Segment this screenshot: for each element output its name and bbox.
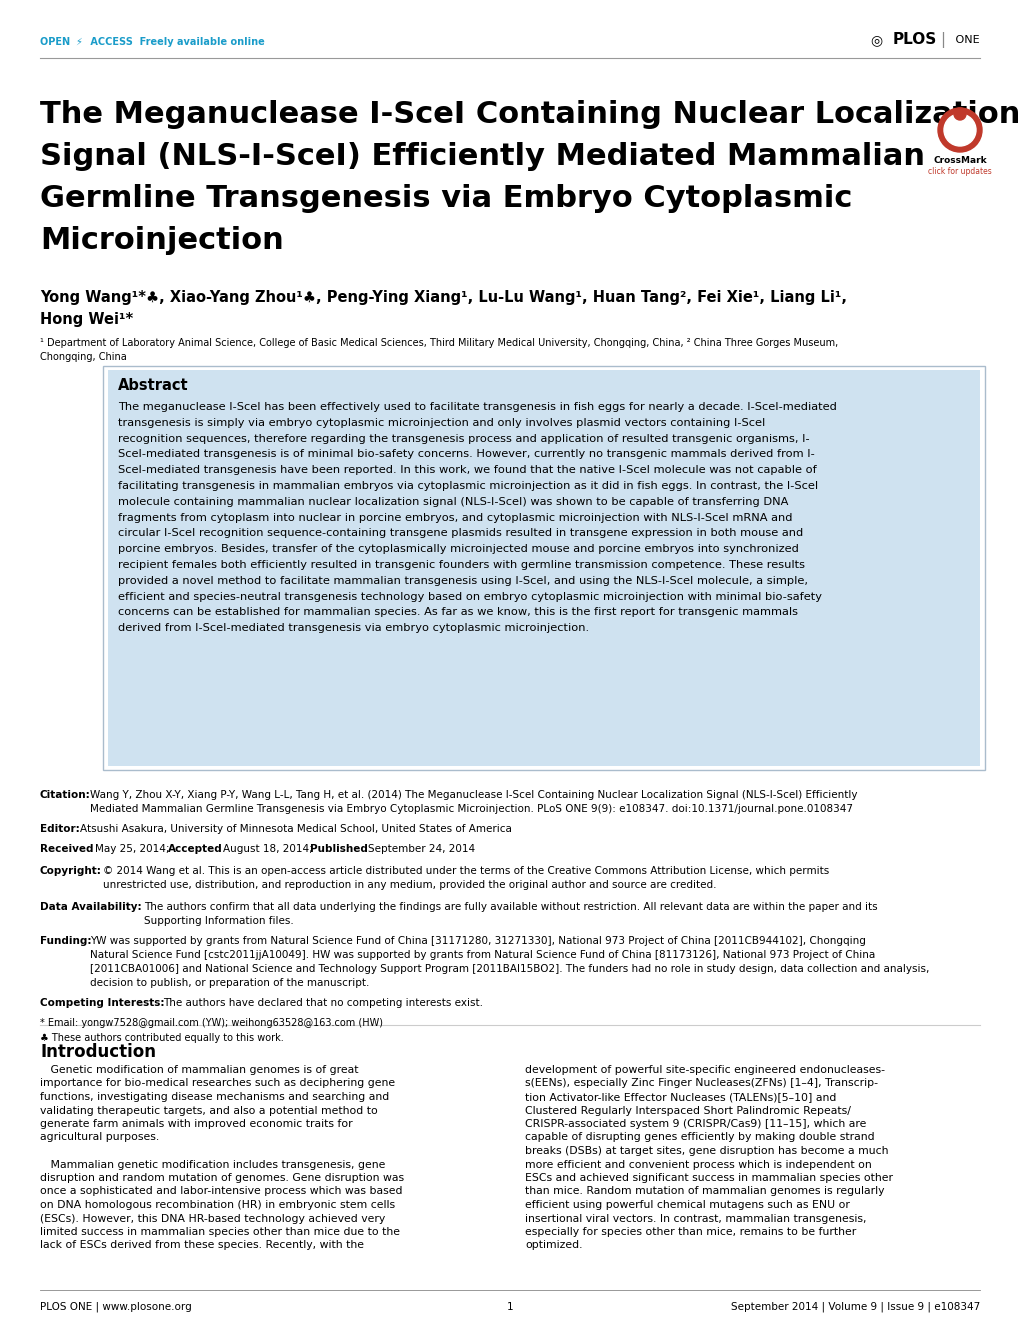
Text: s(EENs), especially Zinc Finger Nucleases(ZFNs) [1–4], Transcrip-: s(EENs), especially Zinc Finger Nuclease…	[525, 1078, 877, 1089]
Text: Citation:: Citation:	[40, 789, 91, 800]
Text: more efficient and convenient process which is independent on: more efficient and convenient process wh…	[525, 1160, 871, 1169]
Text: ONE: ONE	[951, 36, 978, 45]
Text: efficient and species-neutral transgenesis technology based on embryo cytoplasmi: efficient and species-neutral transgenes…	[118, 592, 821, 601]
Text: The meganuclease I-SceI has been effectively used to facilitate transgenesis in : The meganuclease I-SceI has been effecti…	[118, 402, 836, 413]
Text: Abstract: Abstract	[118, 378, 189, 393]
Text: Published: Published	[310, 844, 368, 854]
Text: facilitating transgenesis in mammalian embryos via cytoplasmic microinjection as: facilitating transgenesis in mammalian e…	[118, 481, 817, 492]
Text: Received: Received	[40, 844, 94, 854]
Text: agricultural purposes.: agricultural purposes.	[40, 1132, 159, 1143]
Text: once a sophisticated and labor-intensive process which was based: once a sophisticated and labor-intensive…	[40, 1186, 403, 1197]
Text: transgenesis is simply via embryo cytoplasmic microinjection and only involves p: transgenesis is simply via embryo cytopl…	[118, 418, 764, 428]
Text: Chongqing, China: Chongqing, China	[40, 352, 126, 362]
Text: on DNA homologous recombination (HR) in embryonic stem cells: on DNA homologous recombination (HR) in …	[40, 1199, 394, 1210]
Text: breaks (DSBs) at target sites, gene disruption has become a much: breaks (DSBs) at target sites, gene disr…	[525, 1145, 888, 1156]
Text: Clustered Regularly Interspaced Short Palindromic Repeats/: Clustered Regularly Interspaced Short Pa…	[525, 1106, 850, 1115]
Text: ACCESS  Freely available online: ACCESS Freely available online	[87, 37, 265, 47]
Text: importance for bio-medical researches such as deciphering gene: importance for bio-medical researches su…	[40, 1078, 394, 1089]
Text: CrossMark: CrossMark	[932, 156, 985, 165]
Text: concerns can be established for mammalian species. As far as we know, this is th: concerns can be established for mammalia…	[118, 608, 797, 617]
Text: Microinjection: Microinjection	[40, 225, 283, 254]
Text: Natural Science Fund [cstc2011jjA10049]. HW was supported by grants from Natural: Natural Science Fund [cstc2011jjA10049].…	[90, 950, 874, 960]
Text: Editor:: Editor:	[40, 824, 79, 834]
Bar	[103, 366, 984, 770]
Text: The authors have declared that no competing interests exist.: The authors have declared that no compet…	[163, 998, 483, 1008]
Text: efficient using powerful chemical mutagens such as ENU or: efficient using powerful chemical mutage…	[525, 1199, 849, 1210]
Text: [2011CBA01006] and National Science and Technology Support Program [2011BAI15BO2: [2011CBA01006] and National Science and …	[90, 963, 928, 974]
Text: derived from I-SceI-mediated transgenesis via embryo cytoplasmic microinjection.: derived from I-SceI-mediated transgenesi…	[118, 623, 589, 633]
Text: decision to publish, or preparation of the manuscript.: decision to publish, or preparation of t…	[90, 978, 369, 988]
Circle shape	[943, 113, 975, 146]
Bar	[108, 370, 979, 766]
Text: Data Availability:: Data Availability:	[40, 902, 142, 912]
Text: recognition sequences, therefore regarding the transgenesis process and applicat: recognition sequences, therefore regardi…	[118, 434, 809, 444]
Text: SceI-mediated transgenesis have been reported. In this work, we found that the n: SceI-mediated transgenesis have been rep…	[118, 465, 816, 476]
Text: Competing Interests:: Competing Interests:	[40, 998, 164, 1008]
Text: Genetic modification of mammalian genomes is of great: Genetic modification of mammalian genome…	[40, 1065, 358, 1075]
Text: Introduction: Introduction	[40, 1043, 156, 1061]
Text: Signal (NLS-I-SceI) Efficiently Mediated Mammalian: Signal (NLS-I-SceI) Efficiently Mediated…	[40, 142, 924, 171]
Text: click for updates: click for updates	[927, 167, 990, 177]
Text: Copyright:: Copyright:	[40, 866, 102, 876]
Text: ESCs and achieved significant success in mammalian species other: ESCs and achieved significant success in…	[525, 1173, 892, 1184]
Text: Hong Wei¹*: Hong Wei¹*	[40, 312, 133, 327]
Text: Mammalian genetic modification includes transgenesis, gene: Mammalian genetic modification includes …	[40, 1160, 385, 1169]
Text: PLOS: PLOS	[892, 33, 936, 47]
Text: ♣ These authors contributed equally to this work.: ♣ These authors contributed equally to t…	[40, 1033, 283, 1043]
Text: than mice. Random mutation of mammalian genomes is regularly: than mice. Random mutation of mammalian …	[525, 1186, 883, 1197]
Text: fragments from cytoplasm into nuclear in porcine embryos, and cytoplasmic microi: fragments from cytoplasm into nuclear in…	[118, 513, 792, 523]
Text: unrestricted use, distribution, and reproduction in any medium, provided the ori: unrestricted use, distribution, and repr…	[103, 880, 715, 890]
Text: SceI-mediated transgenesis is of minimal bio-safety concerns. However, currently: SceI-mediated transgenesis is of minimal…	[118, 449, 814, 460]
Text: The authors confirm that all data underlying the findings are fully available wi: The authors confirm that all data underl…	[144, 902, 876, 912]
Text: functions, investigating disease mechanisms and searching and: functions, investigating disease mechani…	[40, 1093, 389, 1102]
Text: ⚡: ⚡	[75, 37, 82, 47]
Text: May 25, 2014;: May 25, 2014;	[95, 844, 172, 854]
Text: * Email: yongw7528@gmail.com (YW); weihong63528@163.com (HW): * Email: yongw7528@gmail.com (YW); weiho…	[40, 1017, 382, 1028]
Text: optimized.: optimized.	[525, 1240, 582, 1251]
Text: generate farm animals with improved economic traits for: generate farm animals with improved econ…	[40, 1119, 353, 1130]
Text: Mediated Mammalian Germline Transgenesis via Embryo Cytoplasmic Microinjection. : Mediated Mammalian Germline Transgenesis…	[90, 804, 852, 815]
Text: limited success in mammalian species other than mice due to the: limited success in mammalian species oth…	[40, 1227, 399, 1238]
Text: circular I-SceI recognition sequence-containing transgene plasmids resulted in t: circular I-SceI recognition sequence-con…	[118, 529, 803, 538]
Text: Germline Transgenesis via Embryo Cytoplasmic: Germline Transgenesis via Embryo Cytopla…	[40, 185, 852, 214]
Text: |: |	[940, 32, 945, 47]
Text: provided a novel method to facilitate mammalian transgenesis using I-SceI, and u: provided a novel method to facilitate ma…	[118, 576, 807, 585]
Text: CRISPR-associated system 9 (CRISPR/Cas9) [11–15], which are: CRISPR-associated system 9 (CRISPR/Cas9)…	[525, 1119, 865, 1130]
Text: lack of ESCs derived from these species. Recently, with the: lack of ESCs derived from these species.…	[40, 1240, 364, 1251]
Text: The Meganuclease I-SceI Containing Nuclear Localization: The Meganuclease I-SceI Containing Nucle…	[40, 100, 1019, 129]
Circle shape	[937, 108, 981, 152]
Text: insertional viral vectors. In contrast, mammalian transgenesis,: insertional viral vectors. In contrast, …	[525, 1214, 866, 1223]
Text: validating therapeutic targets, and also a potential method to: validating therapeutic targets, and also…	[40, 1106, 377, 1115]
Text: 1: 1	[506, 1302, 513, 1311]
Text: ◎: ◎	[869, 33, 881, 47]
Text: Accepted: Accepted	[168, 844, 222, 854]
Circle shape	[953, 108, 965, 120]
Text: ¹ Department of Laboratory Animal Science, College of Basic Medical Sciences, Th: ¹ Department of Laboratory Animal Scienc…	[40, 337, 838, 348]
Text: PLOS ONE | www.plosone.org: PLOS ONE | www.plosone.org	[40, 1302, 192, 1313]
Text: OPEN: OPEN	[40, 37, 73, 47]
Text: capable of disrupting genes efficiently by making double strand: capable of disrupting genes efficiently …	[525, 1132, 873, 1143]
Text: porcine embryos. Besides, transfer of the cytoplasmically microinjected mouse an: porcine embryos. Besides, transfer of th…	[118, 544, 798, 554]
Text: Atsushi Asakura, University of Minnesota Medical School, United States of Americ: Atsushi Asakura, University of Minnesota…	[79, 824, 512, 834]
Text: September 2014 | Volume 9 | Issue 9 | e108347: September 2014 | Volume 9 | Issue 9 | e1…	[730, 1302, 979, 1313]
Text: recipient females both efficiently resulted in transgenic founders with germline: recipient females both efficiently resul…	[118, 560, 804, 569]
Text: tion Activator-like Effector Nucleases (TALENs)[5–10] and: tion Activator-like Effector Nucleases (…	[525, 1093, 836, 1102]
Text: (ESCs). However, this DNA HR-based technology achieved very: (ESCs). However, this DNA HR-based techn…	[40, 1214, 385, 1223]
Text: Yong Wang¹*♣, Xiao-Yang Zhou¹♣, Peng-Ying Xiang¹, Lu-Lu Wang¹, Huan Tang², Fei X: Yong Wang¹*♣, Xiao-Yang Zhou¹♣, Peng-Yin…	[40, 290, 846, 304]
Text: September 24, 2014: September 24, 2014	[368, 844, 475, 854]
Text: Funding:: Funding:	[40, 936, 92, 946]
Text: Supporting Information files.: Supporting Information files.	[144, 916, 293, 927]
Text: © 2014 Wang et al. This is an open-access article distributed under the terms of: © 2014 Wang et al. This is an open-acces…	[103, 866, 828, 876]
Text: August 18, 2014;: August 18, 2014;	[223, 844, 316, 854]
Text: especially for species other than mice, remains to be further: especially for species other than mice, …	[525, 1227, 855, 1238]
Text: development of powerful site-specific engineered endonucleases-: development of powerful site-specific en…	[525, 1065, 884, 1075]
Text: YW was supported by grants from Natural Science Fund of China [31171280, 3127133: YW was supported by grants from Natural …	[90, 936, 865, 946]
Text: molecule containing mammalian nuclear localization signal (NLS-I-SceI) was shown: molecule containing mammalian nuclear lo…	[118, 497, 788, 507]
Text: Wang Y, Zhou X-Y, Xiang P-Y, Wang L-L, Tang H, et al. (2014) The Meganuclease I-: Wang Y, Zhou X-Y, Xiang P-Y, Wang L-L, T…	[90, 789, 857, 800]
Text: disruption and random mutation of genomes. Gene disruption was: disruption and random mutation of genome…	[40, 1173, 404, 1184]
